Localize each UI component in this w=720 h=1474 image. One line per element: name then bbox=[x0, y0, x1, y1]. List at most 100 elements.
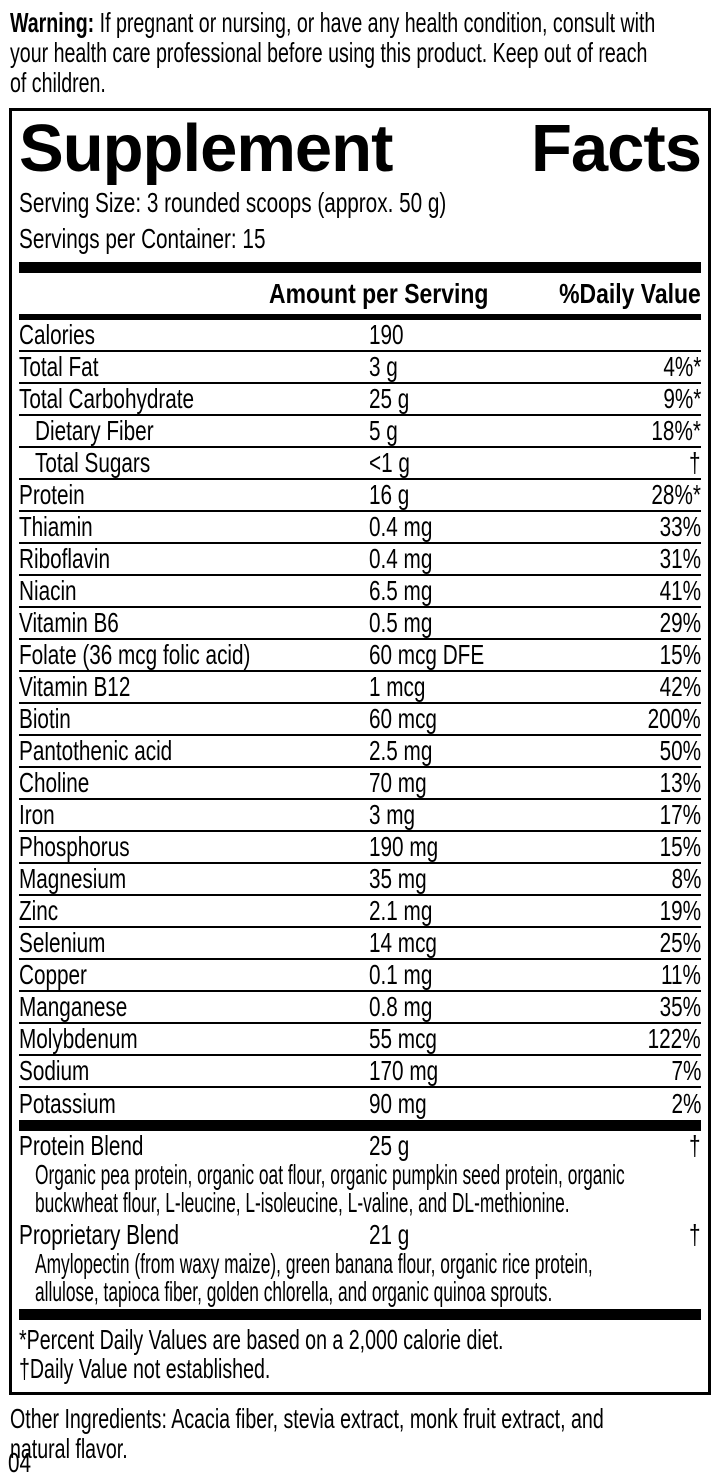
nutrient-dv-cell: 25% bbox=[645, 927, 701, 959]
nutrient-amount: <1 g bbox=[369, 447, 410, 478]
footnote-percent-dv: *Percent Daily Values are based on a 2,0… bbox=[19, 1324, 504, 1355]
nutrient-amount: 16 g bbox=[369, 479, 410, 510]
nutrient-label-cell: Choline bbox=[19, 767, 369, 799]
nutrient-dv-cell: 11% bbox=[647, 959, 701, 991]
nutrient-daily-value: † bbox=[689, 447, 701, 478]
nutrient-dv-cell: 8% bbox=[661, 863, 701, 895]
nutrient-label: Protein bbox=[19, 479, 85, 510]
nutrient-daily-value: 200% bbox=[647, 703, 701, 734]
nutrient-row: Total Carbohydrate 25 g 9%* bbox=[19, 383, 701, 416]
blend-daily-value: † bbox=[689, 1219, 701, 1250]
blend-amount: 25 g bbox=[369, 1130, 410, 1161]
nutrient-daily-value: 29% bbox=[659, 607, 701, 638]
nutrient-label: Dietary Fiber bbox=[35, 415, 154, 446]
nutrient-row: Total Sugars <1 g † bbox=[19, 447, 701, 480]
nutrient-amount: 3 g bbox=[369, 351, 398, 382]
nutrient-amount-cell: 0.4 mg bbox=[369, 511, 645, 543]
nutrient-amount-cell: 3 g bbox=[369, 351, 650, 383]
nutrient-row: Folate (36 mcg folic acid) 60 mcg DFE 15… bbox=[19, 639, 701, 672]
nutrient-dv-cell: † bbox=[685, 447, 701, 479]
nutrient-daily-value: 28%* bbox=[651, 479, 701, 510]
divider-bar-top bbox=[19, 262, 701, 273]
nutrient-amount: 170 mg bbox=[369, 1055, 439, 1086]
nutrient-daily-value: 19% bbox=[659, 895, 701, 926]
divider-bar-footnotes bbox=[19, 1309, 701, 1320]
nutrient-row: Sodium 170 mg 7% bbox=[19, 1055, 701, 1088]
nutrient-daily-value: 31% bbox=[659, 543, 701, 574]
nutrient-label: Total Sugars bbox=[35, 447, 151, 478]
nutrient-label-cell: Dietary Fiber bbox=[19, 415, 369, 447]
blend-amount-cell: 21 g bbox=[369, 1219, 685, 1251]
blend-ingredients: Organic pea protein, organic oat flour, … bbox=[35, 1159, 625, 1218]
nutrient-dv-cell: 2% bbox=[661, 1088, 701, 1120]
nutrient-row: Riboflavin 0.4 mg 31% bbox=[19, 543, 701, 576]
nutrient-daily-value: 11% bbox=[661, 959, 701, 990]
nutrient-row: Biotin 60 mcg 200% bbox=[19, 703, 701, 736]
nutrient-row: Magnesium 35 mg 8% bbox=[19, 863, 701, 896]
nutrient-daily-value: 15% bbox=[659, 639, 701, 670]
nutrient-amount: 190 mg bbox=[369, 831, 439, 862]
nutrient-amount: 0.1 mg bbox=[369, 959, 433, 990]
footnote-dv-not-established: †Daily Value not established. bbox=[19, 1353, 271, 1384]
nutrient-amount: 5 g bbox=[369, 415, 398, 446]
nutrient-label-cell: Copper bbox=[19, 959, 369, 991]
nutrient-amount-cell: 190 bbox=[369, 319, 701, 351]
nutrient-label-cell: Niacin bbox=[19, 575, 369, 607]
nutrient-row: Selenium 14 mcg 25% bbox=[19, 927, 701, 960]
nutrient-dv-cell: 15% bbox=[645, 639, 701, 671]
nutrient-daily-value: 35% bbox=[659, 991, 701, 1022]
nutrient-amount: 6.5 mg bbox=[369, 575, 433, 606]
nutrient-row: Pantothenic acid 2.5 mg 50% bbox=[19, 735, 701, 768]
nutrient-label-cell: Protein bbox=[19, 479, 369, 511]
nutrient-row: Molybdenum 55 mcg 122% bbox=[19, 1023, 701, 1056]
nutrient-label: Total Fat bbox=[19, 351, 99, 382]
nutrient-dv-cell: 29% bbox=[645, 607, 701, 639]
nutrient-amount-cell: 0.4 mg bbox=[369, 543, 645, 575]
nutrient-amount-cell: 60 mcg DFE bbox=[369, 639, 645, 671]
nutrient-row: Zinc 2.1 mg 19% bbox=[19, 895, 701, 928]
nutrient-amount-cell: 3 mg bbox=[369, 799, 645, 831]
nutrient-label: Vitamin B6 bbox=[19, 607, 119, 638]
nutrient-label-cell: Vitamin B6 bbox=[19, 607, 369, 639]
nutrient-dv-cell: 17% bbox=[645, 799, 701, 831]
supplement-facts-panel: Supplement Facts Serving Size: 3 rounded… bbox=[9, 108, 711, 1395]
nutrient-amount-cell: 25 g bbox=[369, 383, 650, 415]
nutrient-daily-value: 122% bbox=[647, 1023, 701, 1054]
nutrient-label: Manganese bbox=[19, 991, 128, 1022]
nutrient-daily-value: 25% bbox=[659, 927, 701, 958]
nutrient-label-cell: Calories bbox=[19, 319, 369, 351]
nutrient-label: Thiamin bbox=[19, 511, 93, 542]
nutrient-amount-cell: 2.5 mg bbox=[369, 735, 645, 767]
nutrient-label-cell: Total Fat bbox=[19, 351, 369, 383]
nutrient-daily-value: 41% bbox=[659, 575, 701, 606]
nutrient-row: Copper 0.1 mg 11% bbox=[19, 959, 701, 992]
nutrient-label: Folate (36 mcg folic acid) bbox=[19, 639, 251, 670]
nutrient-label: Total Carbohydrate bbox=[19, 383, 195, 414]
nutrient-row: Vitamin B12 1 mcg 42% bbox=[19, 671, 701, 704]
nutrient-amount-cell: 90 mg bbox=[369, 1088, 661, 1120]
nutrient-amount-cell: 5 g bbox=[369, 415, 634, 447]
nutrient-dv-cell: 41% bbox=[645, 575, 701, 607]
nutrient-row: Potassium 90 mg 2% bbox=[19, 1088, 701, 1120]
nutrient-label-cell: Vitamin B12 bbox=[19, 671, 369, 703]
nutrient-label-cell: Total Sugars bbox=[19, 447, 369, 479]
nutrient-label-cell: Molybdenum bbox=[19, 1023, 369, 1055]
nutrient-row: Dietary Fiber 5 g 18%* bbox=[19, 415, 701, 448]
nutrient-amount: 55 mcg bbox=[369, 1023, 437, 1054]
nutrient-row: Calories 190 bbox=[19, 319, 701, 352]
nutrient-amount-cell: 16 g bbox=[369, 479, 634, 511]
blend-row: Proprietary Blend 21 g † bbox=[19, 1219, 701, 1251]
nutrient-label: Calories bbox=[19, 319, 96, 350]
nutrient-label: Copper bbox=[19, 959, 87, 990]
nutrient-dv-cell: 200% bbox=[629, 703, 701, 735]
nutrient-label: Zinc bbox=[19, 895, 59, 926]
nutrient-amount-cell: 14 mcg bbox=[369, 927, 645, 959]
panel-title-word-supplement: Supplement bbox=[19, 111, 393, 186]
nutrient-dv-cell: 18%* bbox=[634, 415, 701, 447]
nutrient-amount: 0.8 mg bbox=[369, 991, 433, 1022]
nutrient-amount-cell: 0.8 mg bbox=[369, 991, 645, 1023]
nutrient-row: Phosphorus 190 mg 15% bbox=[19, 831, 701, 864]
blend-ingredients: Amylopectin (from waxy maize), green ban… bbox=[35, 1248, 593, 1307]
nutrient-label: Sodium bbox=[19, 1055, 90, 1086]
nutrient-amount-cell: 0.1 mg bbox=[369, 959, 647, 991]
